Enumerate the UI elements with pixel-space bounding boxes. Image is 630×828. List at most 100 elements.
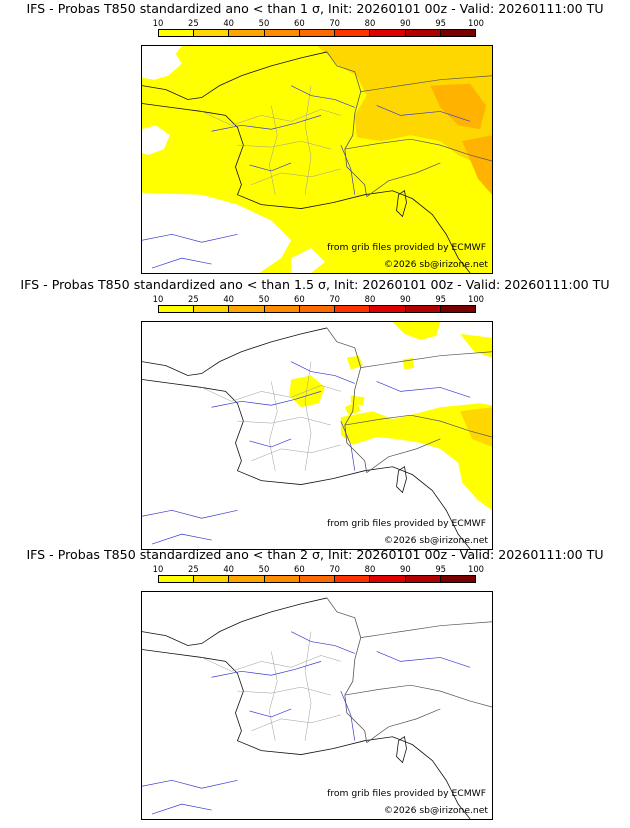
legend-tick-label: 60 — [293, 564, 305, 574]
colorbar-swatch — [194, 306, 230, 312]
colorbar-swatch — [229, 576, 265, 582]
river — [249, 438, 292, 448]
country-border — [344, 684, 492, 708]
legend-ticks: 10 25 40 50 60 70 80 90 95 100 — [153, 294, 484, 304]
colorbar-swatch — [405, 30, 441, 36]
river — [151, 803, 212, 815]
coastline — [142, 327, 328, 376]
river — [376, 381, 471, 398]
legend-tick-label: 10 — [152, 564, 164, 574]
colorbar-swatch — [229, 306, 265, 312]
region-boundary — [269, 651, 278, 741]
colorbar-swatch — [299, 576, 336, 582]
prob-area-40-50 — [430, 83, 487, 130]
country-border — [344, 414, 492, 438]
region-boundary — [251, 168, 341, 186]
data-source-credit: from grib files provided by ECMWF — [327, 242, 486, 253]
panel-title: IFS - Probas T850 standardized ano < tha… — [26, 547, 604, 562]
country-border — [344, 138, 492, 162]
map-canvas — [142, 322, 492, 549]
river — [290, 85, 355, 108]
legend-tick-label: 90 — [399, 294, 411, 304]
legend-tick-label: 25 — [187, 294, 199, 304]
country-border — [360, 621, 492, 638]
river — [151, 533, 212, 545]
river — [142, 779, 238, 789]
probability-fill-yellow — [340, 403, 492, 511]
colorbar-swatch — [264, 306, 300, 312]
prob-area-25-40 — [460, 407, 492, 447]
probability-map: from grib files provided by ECMWF ©2026 … — [141, 321, 493, 550]
colorbar-swatch — [440, 306, 475, 312]
probability-colorbar — [158, 575, 476, 583]
river — [340, 144, 356, 195]
legend-tick-label: 80 — [364, 294, 376, 304]
forecast-panel-2-sigma: IFS - Probas T850 standardized ano < tha… — [0, 546, 630, 822]
legend-tick-label: 50 — [258, 294, 270, 304]
legend-tick-label: 90 — [399, 18, 411, 28]
region-boundary — [201, 385, 341, 402]
legend-tick-label: 95 — [435, 564, 446, 574]
country-border — [366, 438, 441, 473]
panel-title: IFS - Probas T850 standardized ano < tha… — [26, 1, 604, 16]
probability-map: from grib files provided by ECMWF ©2026 … — [141, 45, 493, 274]
colorbar-swatch — [405, 306, 441, 312]
forecast-panel-1-5-sigma: IFS - Probas T850 standardized ano < tha… — [0, 276, 630, 552]
region-boundary — [304, 631, 312, 741]
probability-fill-yellow — [346, 355, 363, 370]
region-boundary — [237, 686, 331, 696]
legend-tick-label: 40 — [223, 18, 234, 28]
legend-tick-label: 25 — [187, 564, 199, 574]
country-border — [360, 75, 492, 92]
legend-tick-label: 40 — [223, 564, 234, 574]
copyright-credit: ©2026 sb@irizone.net — [383, 805, 488, 816]
colorbar-swatch — [335, 306, 371, 312]
prob-area-25-40 — [317, 46, 492, 185]
country-border — [360, 351, 492, 368]
legend-tick-label: 95 — [435, 18, 446, 28]
low-prob-area — [142, 46, 182, 80]
region-boundary — [201, 655, 341, 672]
river — [249, 708, 292, 718]
forecast-panel-1-sigma: IFS - Probas T850 standardized ano < tha… — [0, 0, 630, 276]
probability-fill-yellow — [402, 357, 415, 370]
river — [376, 105, 471, 122]
region-boundary — [251, 444, 341, 462]
probability-fill-yellow — [289, 375, 325, 408]
river — [290, 631, 355, 654]
map-canvas — [142, 592, 492, 819]
river — [211, 661, 322, 678]
corsica-outline — [396, 736, 407, 764]
river — [340, 420, 356, 471]
colorbar-swatch — [370, 30, 406, 36]
legend-tick-label: 60 — [293, 18, 305, 28]
legend-tick-label: 10 — [152, 294, 164, 304]
data-source-credit: from grib files provided by ECMWF — [327, 518, 486, 529]
copyright-credit: ©2026 sb@irizone.net — [383, 259, 488, 270]
country-border — [366, 162, 441, 197]
coastline — [142, 103, 471, 273]
region-boundary — [201, 109, 341, 126]
region-boundary — [251, 714, 341, 732]
coastline — [142, 649, 471, 819]
colorbar-swatch — [264, 30, 300, 36]
country-border — [326, 327, 368, 473]
low-prob-area — [142, 125, 170, 156]
colorbar-swatch — [264, 576, 300, 582]
legend-tick-label: 100 — [468, 564, 484, 574]
legend-ticks: 10 25 40 50 60 70 80 90 95 100 — [153, 564, 484, 574]
colorbar-swatch — [370, 576, 406, 582]
colorbar-swatch — [159, 30, 195, 36]
country-border — [366, 708, 441, 743]
country-border — [326, 597, 368, 743]
colorbar-swatch — [229, 30, 265, 36]
corsica-outline — [396, 190, 407, 218]
river — [211, 391, 322, 408]
colorbar-swatch — [299, 30, 336, 36]
region-boundary — [269, 381, 278, 471]
river — [376, 651, 471, 668]
legend-ticks: 10 25 40 50 60 70 80 90 95 100 — [153, 18, 484, 28]
colorbar-swatch — [194, 576, 230, 582]
legend-tick-label: 60 — [293, 294, 305, 304]
corsica-outline — [396, 466, 407, 494]
